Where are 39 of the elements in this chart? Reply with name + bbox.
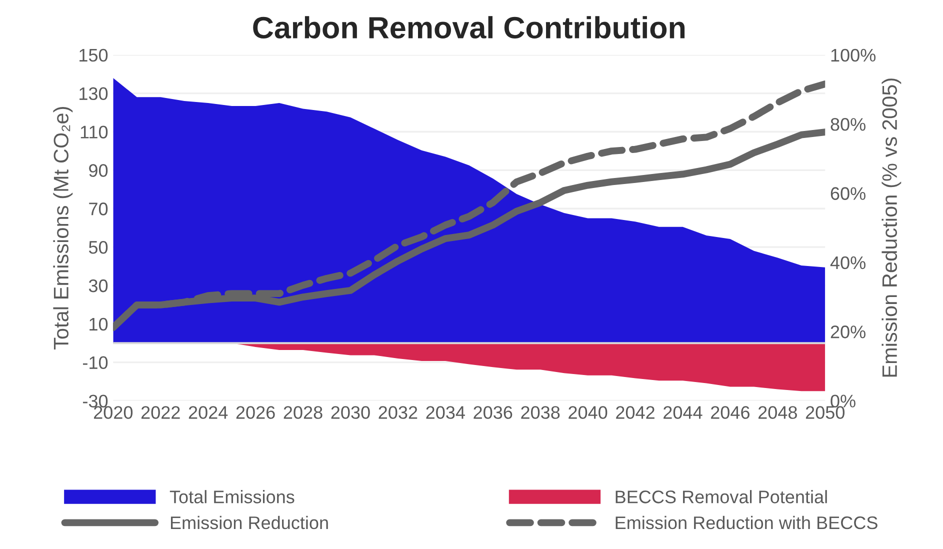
legend-label: Emission Reduction with BECCS bbox=[616, 516, 878, 530]
x-tick-label: 2042 bbox=[616, 406, 654, 419]
y-tick-label: -10 bbox=[83, 356, 108, 370]
x-tick-label: 2036 bbox=[474, 406, 512, 419]
y-tick-label: -30 bbox=[83, 394, 108, 408]
x-tick-label: 2044 bbox=[664, 406, 702, 419]
x-tick-label: 2032 bbox=[378, 406, 418, 419]
x-tick-label: 2046 bbox=[711, 406, 750, 419]
x-tick-label: 2028 bbox=[284, 406, 322, 419]
y-tick-label: 70 bbox=[89, 202, 108, 216]
legend-label: Total Emissions bbox=[170, 490, 294, 504]
x-tick-label: 2034 bbox=[426, 406, 465, 419]
x-tick-label: 2024 bbox=[188, 406, 228, 419]
y2-axis-title: Emission Reduction (% vs 2005) bbox=[882, 78, 902, 377]
x-tick-label: 2020 bbox=[94, 406, 133, 419]
x-tick-label: 2048 bbox=[758, 406, 797, 419]
chart-title: Carbon Removal Contribution bbox=[253, 16, 685, 39]
x-tick-label: 2038 bbox=[521, 406, 560, 419]
y-tick-label: 90 bbox=[89, 164, 108, 177]
y-tick-label: 30 bbox=[88, 279, 108, 292]
y-tick-label: 130 bbox=[80, 87, 108, 100]
x-tick-label: 2026 bbox=[236, 406, 275, 419]
y2-tick-label: 0% bbox=[830, 394, 856, 408]
y-axis-title: Total Emissions (Mt CO₂e) bbox=[53, 107, 73, 350]
y2-tick-label: 40% bbox=[830, 256, 866, 270]
y-tick-label: 10 bbox=[90, 318, 108, 331]
y-tick-label: 110 bbox=[80, 126, 108, 138]
x-tick-label: 2022 bbox=[141, 406, 180, 419]
x-tick-label: 2050 bbox=[806, 406, 845, 419]
legend-label: BECCS Removal Potential bbox=[616, 490, 827, 504]
y2-tick-label: 60% bbox=[830, 187, 866, 200]
y2-tick-label: 80% bbox=[830, 118, 866, 131]
x-tick-label: 2030 bbox=[331, 406, 370, 419]
y-tick-label: 150 bbox=[80, 48, 108, 62]
y2-tick-label: 20% bbox=[830, 326, 866, 338]
x-tick-label: 2040 bbox=[568, 406, 608, 419]
y-tick-label: 50 bbox=[88, 240, 108, 254]
legend-label: Emission Reduction bbox=[170, 516, 328, 530]
y2-tick-label: 100% bbox=[831, 48, 876, 62]
